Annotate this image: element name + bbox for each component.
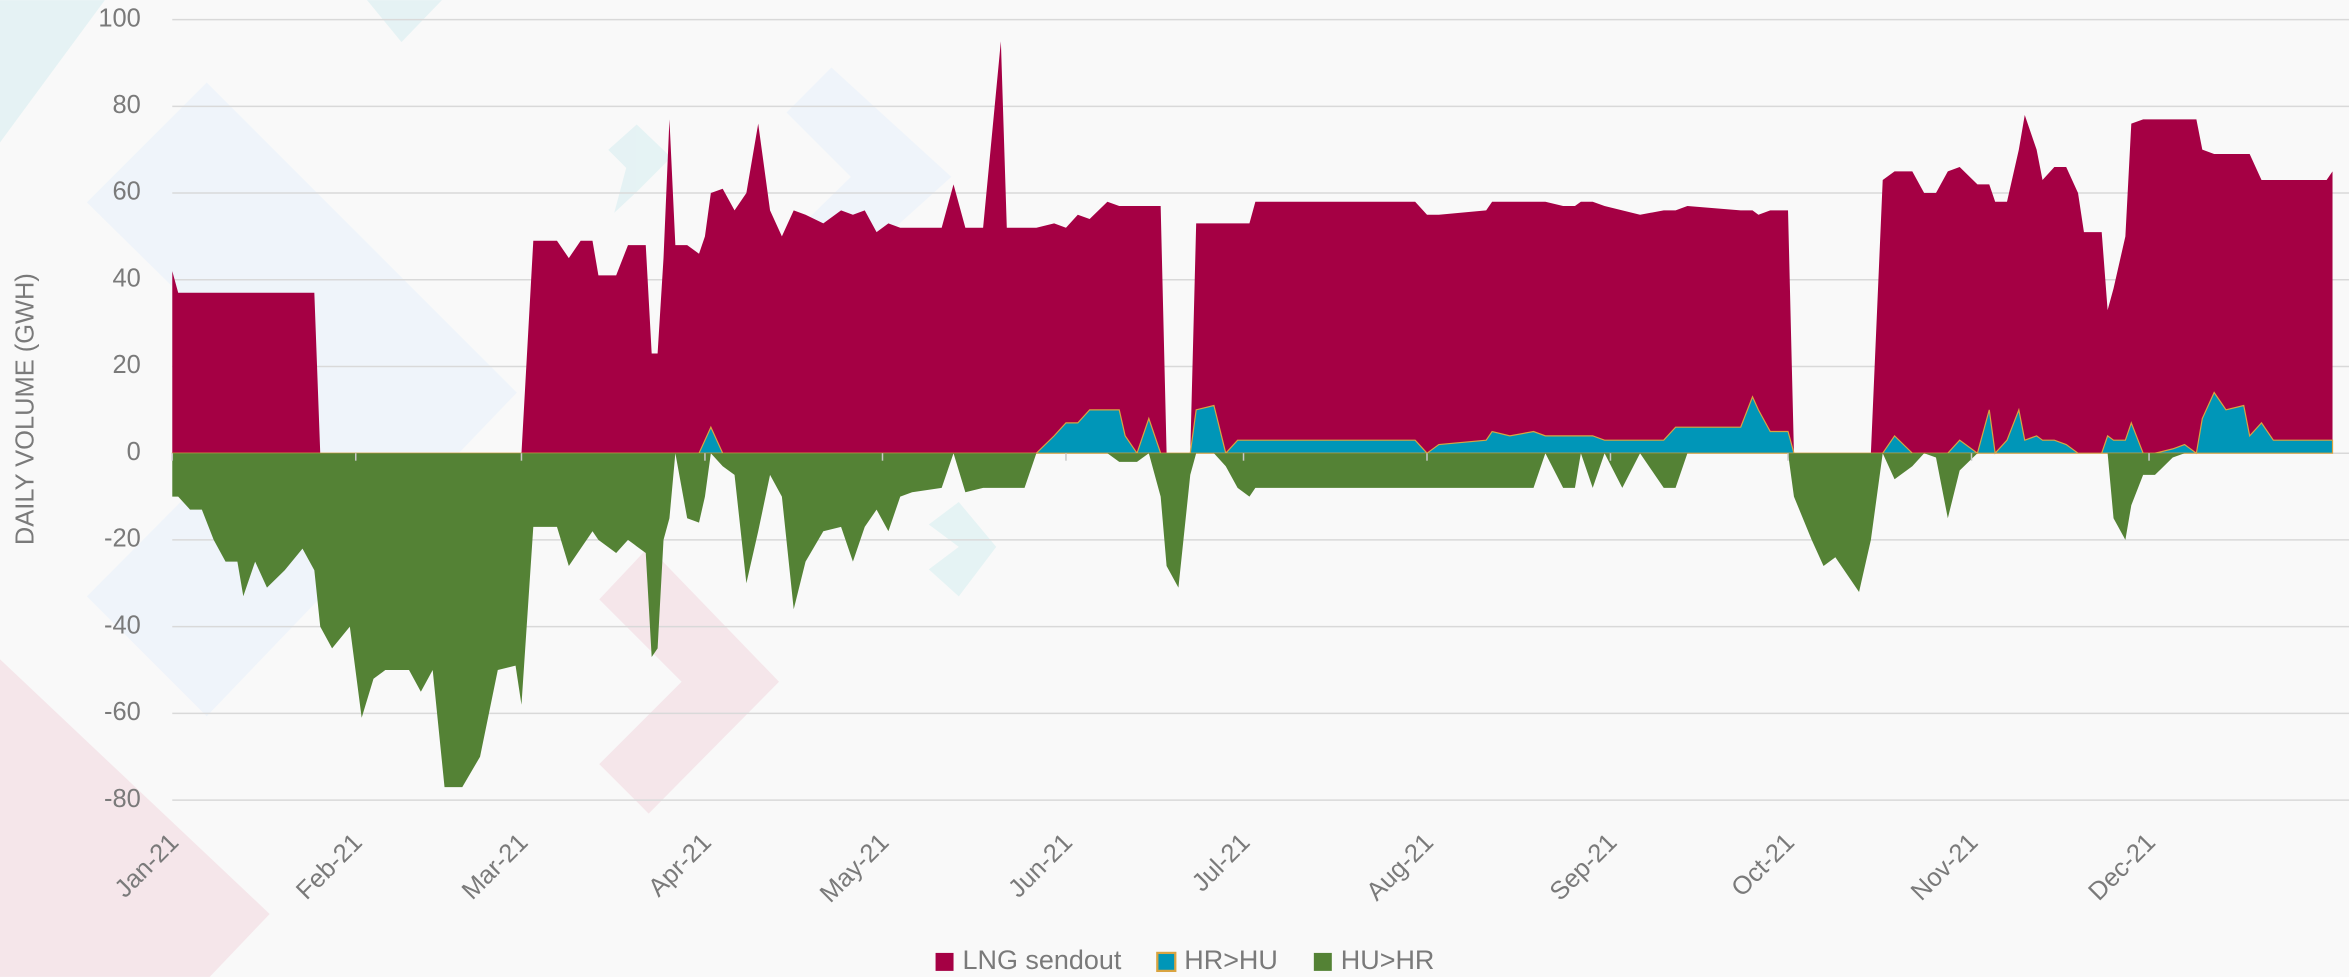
area (172, 453, 2332, 787)
legend-label: HU>HR (1341, 945, 1435, 975)
y-tick-label: -40 (104, 611, 141, 639)
x-tick-label: Jul-21 (1187, 828, 1256, 897)
decor-shape (608, 124, 671, 212)
y-tick-label: -60 (104, 698, 141, 726)
chart: DAILY VOLUME (GWH) -80 -60 -40 -20 0 20 40 60 80… (0, 0, 2349, 977)
legend: LNG sendout HR>HU HU>HR (936, 945, 1435, 975)
x-tick-label: Aug-21 (1361, 828, 1439, 906)
decor-shape (0, 0, 105, 142)
y-tick-label: 80 (113, 91, 141, 119)
y-tick-label: 0 (127, 438, 141, 466)
y-tick-label: 60 (113, 178, 141, 206)
page: {"chart_data": { "type": "area", "y_labe… (0, 0, 2349, 977)
y-axis-label: DAILY VOLUME (GWH) (12, 273, 40, 545)
x-tick-label: Feb-21 (291, 828, 368, 905)
x-tick-label: Apr-21 (643, 828, 717, 902)
legend-label: HR>HU (1184, 945, 1278, 975)
x-tick-label: Jun-21 (1003, 828, 1078, 903)
y-tick-label: 100 (98, 4, 140, 32)
x-tick-label: Nov-21 (1906, 828, 1984, 906)
legend-label: LNG sendout (963, 945, 1122, 975)
x-tick-label: Sep-21 (1545, 828, 1623, 906)
x-tick-label: Dec-21 (2083, 828, 2161, 906)
decor-shape (367, 0, 442, 42)
x-tick-label: May-21 (815, 828, 895, 908)
legend-swatch (1314, 953, 1332, 971)
decor-shape (929, 502, 996, 596)
decor-shape (599, 547, 779, 814)
y-tick-label: -20 (104, 525, 141, 553)
legend-swatch (1157, 953, 1175, 971)
y-tick-label: 40 (113, 264, 141, 292)
legend-swatch (936, 953, 954, 971)
x-tick-label: Mar-21 (457, 828, 534, 905)
y-tick-label: -80 (104, 785, 141, 813)
y-tick-label: 20 (113, 351, 141, 379)
x-tick-label: Oct-21 (1726, 828, 1800, 902)
